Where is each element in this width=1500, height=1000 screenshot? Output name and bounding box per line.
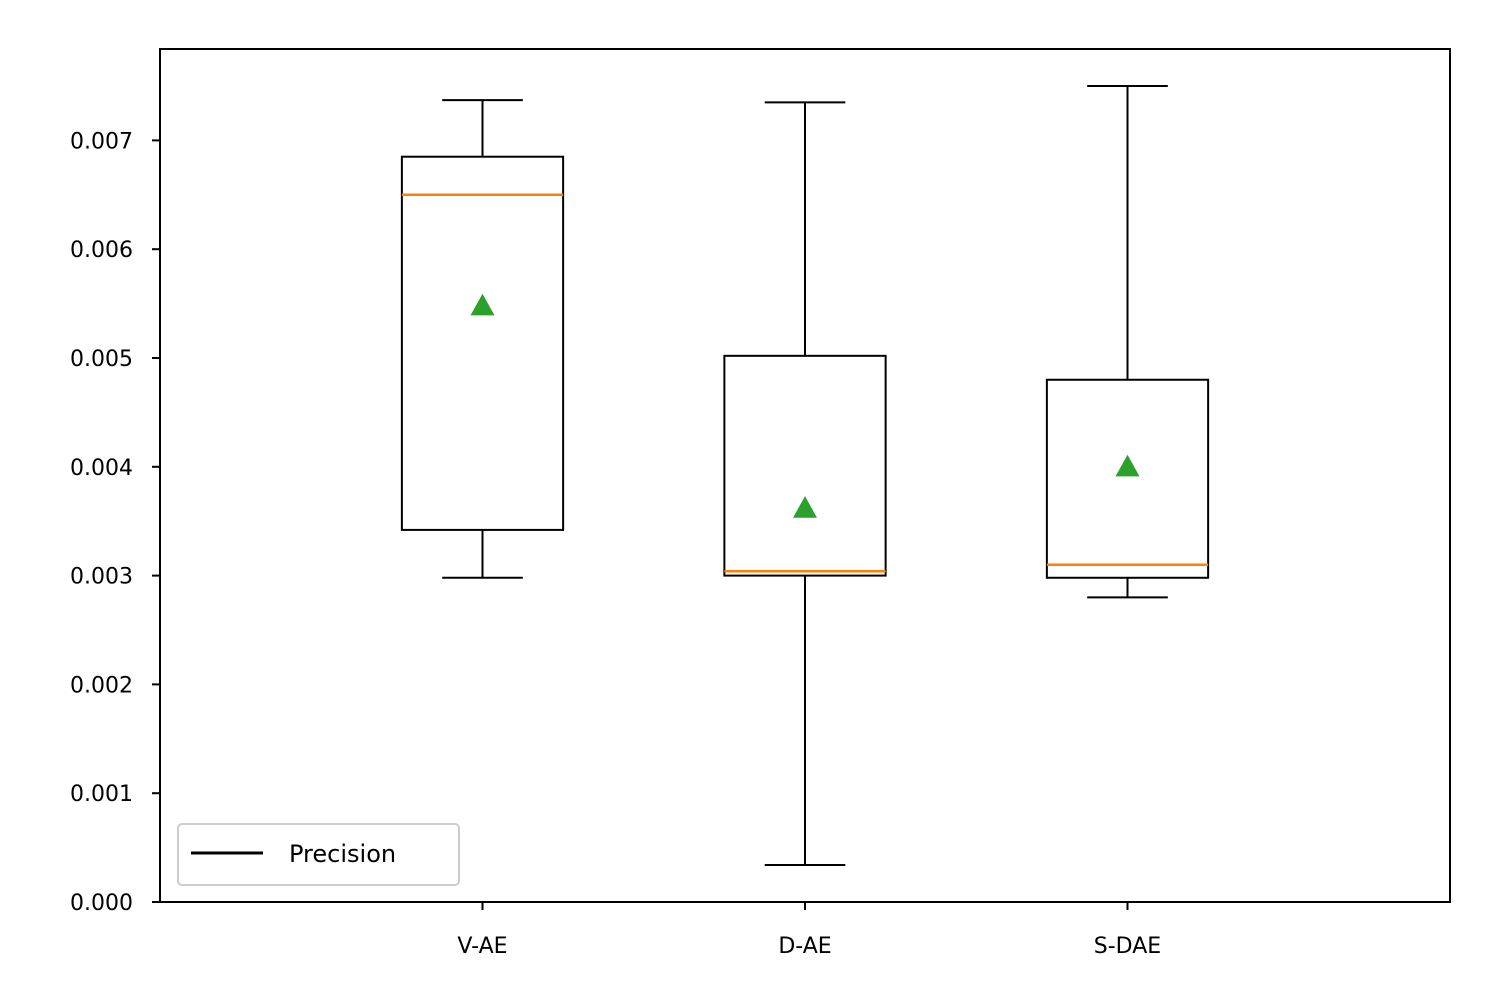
legend: Precision [177, 823, 460, 886]
y-tick-label: 0.003 [70, 565, 133, 590]
x-tick-label: D-AE [778, 934, 831, 959]
boxes-layer [400, 84, 1210, 867]
y-tick-label: 0.001 [70, 782, 133, 807]
x-tick-label: V-AE [457, 934, 507, 959]
box-iqr [723, 354, 887, 577]
x-tick-label: S-DAE [1094, 934, 1161, 959]
y-tick-label: 0.000 [70, 891, 133, 916]
y-tick-label: 0.004 [70, 456, 133, 481]
y-tick-label: 0.005 [70, 347, 133, 372]
y-tick-label: 0.006 [70, 238, 133, 263]
box-iqr [400, 155, 565, 531]
box-group-d-ae [723, 101, 887, 867]
legend-box [177, 823, 460, 886]
box-group-s-dae [1045, 84, 1210, 599]
box-iqr [1045, 378, 1210, 579]
y-tick-label: 0.007 [70, 129, 133, 154]
axes-layer: 0.000 0.001 0.002 0.003 0.004 0.005 0.006 0.007… [70, 129, 1161, 959]
legend-label-precision: Precision [289, 840, 396, 868]
mean-marker [470, 293, 495, 316]
y-tick-label: 0.002 [70, 673, 133, 698]
box-group-v-ae [400, 99, 565, 579]
mean-marker [1115, 454, 1140, 477]
mean-marker [793, 496, 817, 518]
plot-frame [159, 48, 1451, 903]
